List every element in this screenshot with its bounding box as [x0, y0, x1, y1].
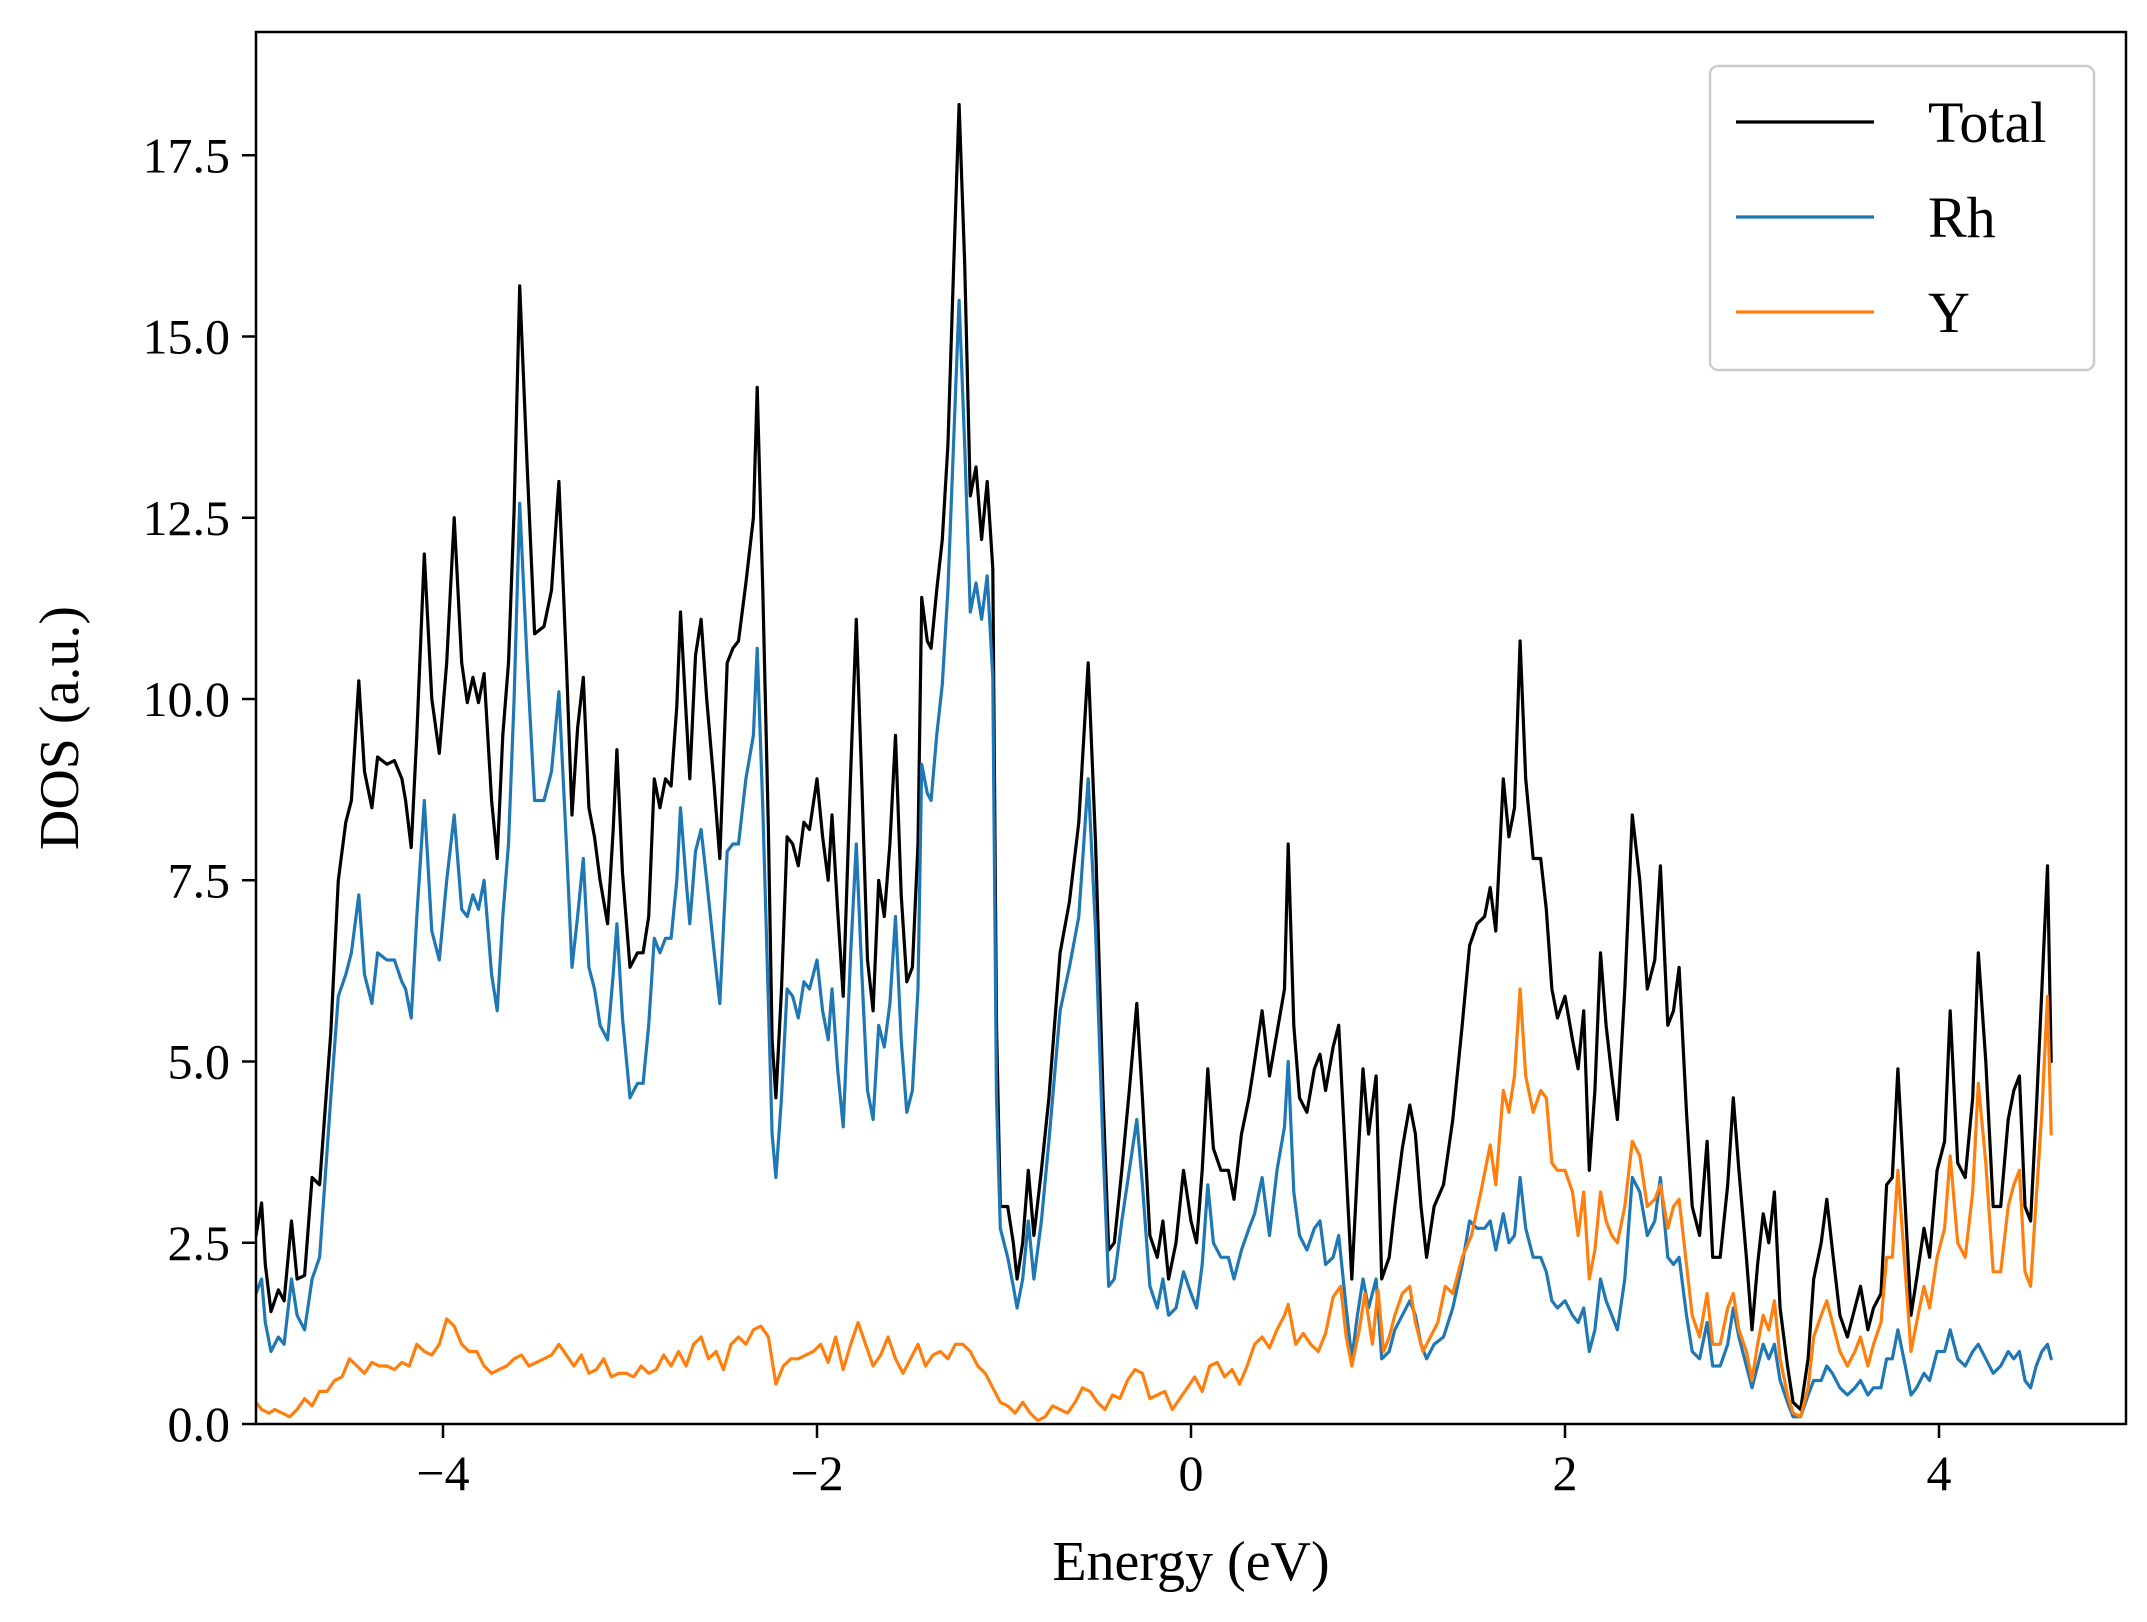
legend-label-y: Y	[1928, 280, 1970, 345]
y-tick-label: 10.0	[143, 671, 231, 727]
y-tick-label: 12.5	[143, 490, 231, 546]
series-layer	[256, 102, 2053, 1422]
x-tick-label: −4	[416, 1445, 469, 1501]
series-line-y	[256, 987, 2053, 1422]
legend-box	[1708, 64, 2096, 372]
y-axis-title: DOS (a.u.)	[29, 606, 91, 850]
x-tick-label: 0	[1179, 1445, 1204, 1501]
x-axis-title: Energy (eV)	[1052, 1531, 1329, 1593]
series-line-rh	[256, 298, 2053, 1419]
y-tick-label: 5.0	[168, 1034, 231, 1090]
y-tick-label: 0.0	[168, 1396, 231, 1452]
legend: Total Rh Y	[1708, 64, 2096, 372]
y-tick-label: 17.5	[143, 127, 231, 183]
y-tick-label: 15.0	[143, 309, 231, 365]
series-line-total	[256, 102, 2053, 1412]
axis-ticks: −4 −2 0 2 4 0.0 2.5 5.0 7.5 10.0 12.5 15.0 17.5	[143, 127, 1952, 1501]
x-tick-label: −2	[790, 1445, 843, 1501]
y-tick-label: 2.5	[168, 1215, 231, 1271]
legend-label-total: Total	[1928, 90, 2046, 155]
legend-label-rh: Rh	[1928, 185, 1996, 250]
x-tick-label: 2	[1553, 1445, 1578, 1501]
x-tick-label: 4	[1927, 1445, 1952, 1501]
y-tick-label: 7.5	[168, 852, 231, 908]
